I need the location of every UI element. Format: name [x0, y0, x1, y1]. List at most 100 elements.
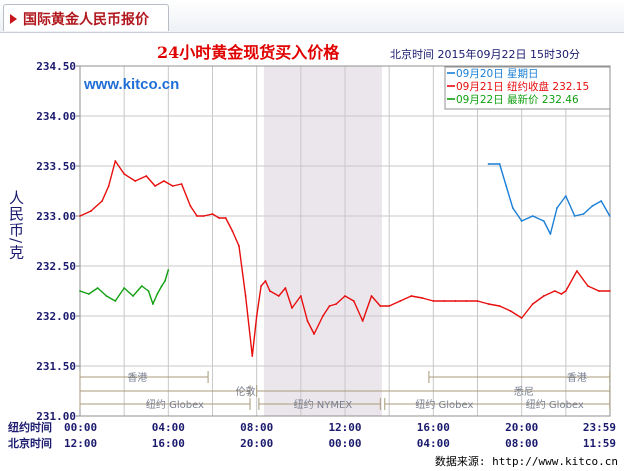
- series-2-point: [114, 160, 117, 162]
- series-1-point: [608, 215, 611, 217]
- y-axis-label: 人民币/克: [7, 190, 25, 260]
- series-2-point: [269, 290, 271, 292]
- market-session-label: 纽约 Globex: [415, 398, 473, 411]
- series-2-point: [352, 300, 355, 302]
- series-3-point: [114, 300, 117, 302]
- series-1-point: [542, 220, 545, 222]
- series-2-point: [509, 310, 512, 312]
- x-tick-label: 00:00: [328, 437, 361, 450]
- series-3-point: [151, 303, 154, 305]
- series-1-point: [600, 200, 603, 202]
- series-2-point: [134, 180, 137, 182]
- series-2-point: [487, 303, 490, 305]
- series-2-point: [211, 213, 214, 215]
- plot-frame: [79, 65, 611, 417]
- header-time: 北京时间 2015年09月22日 15时30分: [390, 47, 580, 61]
- nymex-session-shade: [263, 66, 382, 416]
- y-tick-label: 232.00: [36, 310, 76, 323]
- series-2-point: [399, 300, 402, 302]
- series-2-point: [465, 300, 468, 302]
- series-3-point: [164, 280, 166, 282]
- series-2-point: [587, 285, 589, 287]
- series-line-2: [79, 160, 610, 357]
- series-1-point: [556, 207, 558, 209]
- chart-title: 24小时黄金现货买入价格: [157, 43, 340, 62]
- y-tick-label: 231.50: [36, 360, 76, 373]
- series-2-point: [328, 305, 331, 307]
- series-3-point: [87, 293, 90, 295]
- series-2-point: [218, 217, 221, 219]
- x-tick-label: 20:00: [240, 437, 273, 450]
- series-3-point: [140, 285, 143, 287]
- x-axis-row-label: 纽约时间: [8, 420, 52, 434]
- series-2-point: [255, 315, 258, 317]
- series-2-point: [171, 185, 174, 187]
- series-2-point: [410, 295, 413, 297]
- series-3-point: [79, 290, 81, 292]
- series-2-point: [90, 210, 92, 212]
- series-2-point: [299, 295, 302, 297]
- series-2-point: [107, 185, 110, 187]
- series-3-point: [160, 285, 163, 287]
- x-tick-label: 16:00: [152, 437, 185, 450]
- series-2-point: [520, 317, 523, 319]
- series-3-point: [105, 295, 108, 297]
- x-tick-label: 11:59: [583, 437, 616, 450]
- y-tick-label: 231.00: [36, 410, 76, 423]
- series-1-point: [498, 163, 501, 165]
- series-2-point: [432, 300, 435, 302]
- y-tick-label: 233.50: [36, 160, 76, 173]
- series-2-point: [79, 215, 81, 217]
- series-2-point: [277, 295, 280, 297]
- market-session-label: 纽约 Globex: [526, 398, 584, 411]
- series-2-point: [244, 295, 247, 297]
- y-tick-label: 232.50: [36, 260, 76, 273]
- market-session-label: 纽约 NYMEX: [294, 398, 353, 411]
- series-3-point: [156, 293, 159, 295]
- series-2-point: [344, 295, 346, 297]
- series-2-point: [379, 305, 382, 307]
- series-2-point: [553, 290, 556, 292]
- watermark-url: www.kitco.cn: [83, 76, 179, 93]
- tab-bar: 国际黄金人民币报价: [0, 0, 624, 33]
- series-2-point: [180, 183, 183, 185]
- market-session-label: 纽约 Globex: [146, 398, 204, 411]
- market-session-label: 伦敦: [236, 385, 256, 398]
- series-2-point: [361, 320, 364, 322]
- series-2-point: [101, 200, 103, 202]
- series-2-point: [251, 355, 254, 357]
- series-1-point: [505, 185, 508, 187]
- tab-title: 国际黄金人民币报价: [23, 11, 149, 27]
- series-3-point: [167, 269, 170, 271]
- x-tick-label: 16:00: [417, 421, 450, 434]
- series-2-point: [264, 280, 267, 282]
- series-3-point: [123, 287, 126, 289]
- y-tick-label: 234.00: [36, 110, 76, 123]
- series-3-point: [147, 290, 150, 292]
- x-axis-row-label: 北京时间: [8, 436, 52, 450]
- series-2-point: [454, 300, 457, 302]
- series-2-point: [421, 297, 424, 299]
- x-tick-label: 08:00: [505, 437, 538, 450]
- series-2-point: [306, 320, 309, 322]
- series-2-point: [313, 333, 315, 335]
- legend-entry: 09月21日 纽约收盘 232.15: [456, 80, 589, 93]
- series-2-point: [476, 300, 479, 302]
- arrow-right-icon: [10, 14, 17, 24]
- legend-box: [444, 66, 611, 110]
- series-2-point: [388, 305, 391, 307]
- series-1-point: [591, 205, 594, 207]
- x-tick-label: 20:00: [505, 421, 538, 434]
- series-2-point: [370, 295, 373, 297]
- series-2-point: [443, 300, 446, 302]
- series-2-point: [123, 173, 126, 175]
- series-2-point: [238, 245, 240, 247]
- series-line-1: [488, 163, 611, 235]
- series-2-point: [231, 230, 234, 232]
- series-3-point: [132, 295, 134, 297]
- series-2-point: [291, 307, 293, 309]
- tab-gold-rmb-quote[interactable]: 国际黄金人民币报价: [3, 4, 169, 31]
- y-tick-label: 234.50: [36, 60, 76, 73]
- legend-entry: 09月22日 最新价 232.46: [456, 93, 579, 106]
